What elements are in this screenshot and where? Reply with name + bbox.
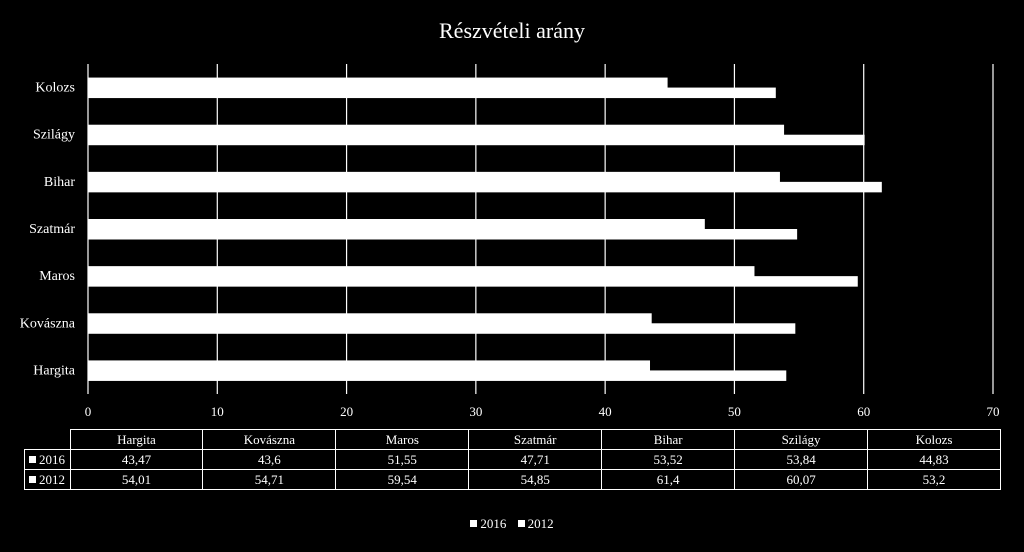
- category-labels: Hargita Kovászna Maros Szatmár Bihar Szilágy K…: [20, 81, 76, 379]
- table-cell: 53,2: [867, 469, 1001, 490]
- bar-2016-1: [88, 313, 652, 324]
- x-tick-label: 10: [211, 404, 224, 419]
- legend-label-2016: 2016: [480, 516, 507, 531]
- table-cell: 53,52: [601, 449, 736, 470]
- table-header-maros: Maros: [335, 429, 470, 450]
- table-cell: 43,47: [69, 449, 204, 470]
- table-cell: 47,71: [468, 449, 603, 470]
- table-corner: [25, 430, 71, 450]
- category-label: Szatmár: [29, 222, 75, 237]
- series-name-2012: 2012: [39, 471, 65, 487]
- table-row-label-2012: 2012: [24, 469, 71, 490]
- bar-2016-5: [88, 124, 785, 136]
- legend-key-icon: [470, 520, 478, 527]
- table-cell: 59,54: [335, 469, 470, 490]
- table-cell: 54,01: [69, 469, 204, 490]
- bar-2012-6: [88, 87, 776, 99]
- bar-2012-4: [88, 181, 882, 193]
- x-tick-label: 40: [599, 404, 612, 419]
- x-tick-labels: 0 10 20 30 40 50 60 70: [85, 404, 1000, 419]
- chart-title: Részvételi arány: [439, 18, 585, 43]
- table-header-row: Hargita Kovászna Maros Szatmár Bihar Szi…: [25, 429, 1001, 450]
- category-label: Maros: [39, 269, 75, 284]
- legend-key-icon: [29, 475, 36, 483]
- bar-2016-0: [88, 360, 651, 371]
- table-header-szilagy: Szilágy: [734, 429, 869, 450]
- data-table: Hargita Kovászna Maros Szatmár Bihar Szi…: [24, 429, 1001, 490]
- bar-chart: Részvételi arány Hargita Kovászna Maros Sza…: [20, 18, 1000, 419]
- table-header-kovaszna: Kovászna: [202, 429, 337, 450]
- bar-2012-0: [88, 370, 787, 381]
- legend-key-icon: [29, 455, 36, 463]
- series-name-2016: 2016: [39, 451, 65, 467]
- x-tick-label: 70: [987, 404, 1000, 419]
- x-tick-label: 20: [340, 404, 353, 419]
- x-tick-label: 60: [857, 404, 870, 419]
- table-cell: 53,84: [734, 449, 869, 470]
- legend-item-2012: 2012: [517, 516, 554, 531]
- table-cell: 44,83: [867, 449, 1001, 470]
- table-row-2012: 2012 54,01 54,71 59,54 54,85 61,4 60,07 …: [24, 469, 1001, 490]
- table-cell: 54,71: [202, 469, 337, 490]
- table-header-bihar: Bihar: [601, 429, 736, 450]
- bar-2016-4: [88, 171, 780, 183]
- bar-2012-1: [88, 323, 796, 334]
- table-cell: 54,85: [468, 469, 603, 490]
- bar-2016-6: [88, 77, 668, 89]
- legend-item-2016: 2016: [470, 516, 506, 531]
- table-cell: 61,4: [601, 469, 736, 490]
- table-cell: 51,55: [335, 449, 470, 470]
- x-tick-label: 50: [728, 404, 741, 419]
- category-label: Bihar: [44, 175, 75, 190]
- bar-2012-2: [88, 276, 858, 287]
- legend-key-icon: [517, 520, 525, 527]
- legend: 2016 2012: [0, 516, 1024, 532]
- x-tick-label: 0: [85, 404, 92, 419]
- table-header-szatmar: Szatmár: [468, 429, 603, 450]
- bar-2012-5: [88, 134, 865, 146]
- category-label: Szilágy: [33, 128, 75, 143]
- table-header-hargita: Hargita: [69, 429, 204, 450]
- category-label: Kolozs: [35, 81, 75, 96]
- table-row-2016: 2016 43,47 43,6 51,55 47,71 53,52 53,84 …: [24, 449, 1001, 470]
- legend-label-2012: 2012: [527, 516, 554, 531]
- table-row-label-2016: 2016: [24, 449, 71, 470]
- bars: [88, 77, 882, 381]
- bar-2012-3: [88, 229, 798, 240]
- table-cell: 60,07: [734, 469, 869, 490]
- x-tick-label: 30: [469, 404, 482, 419]
- category-label: Hargita: [33, 363, 76, 378]
- table-header-kolozs: Kolozs: [867, 429, 1001, 450]
- table-cell: 43,6: [202, 449, 337, 470]
- bar-2016-2: [88, 266, 755, 277]
- bar-2016-3: [88, 219, 705, 230]
- category-label: Kovászna: [20, 316, 76, 331]
